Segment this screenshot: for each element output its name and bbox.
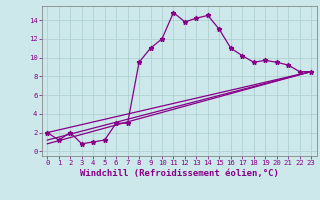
- X-axis label: Windchill (Refroidissement éolien,°C): Windchill (Refroidissement éolien,°C): [80, 169, 279, 178]
